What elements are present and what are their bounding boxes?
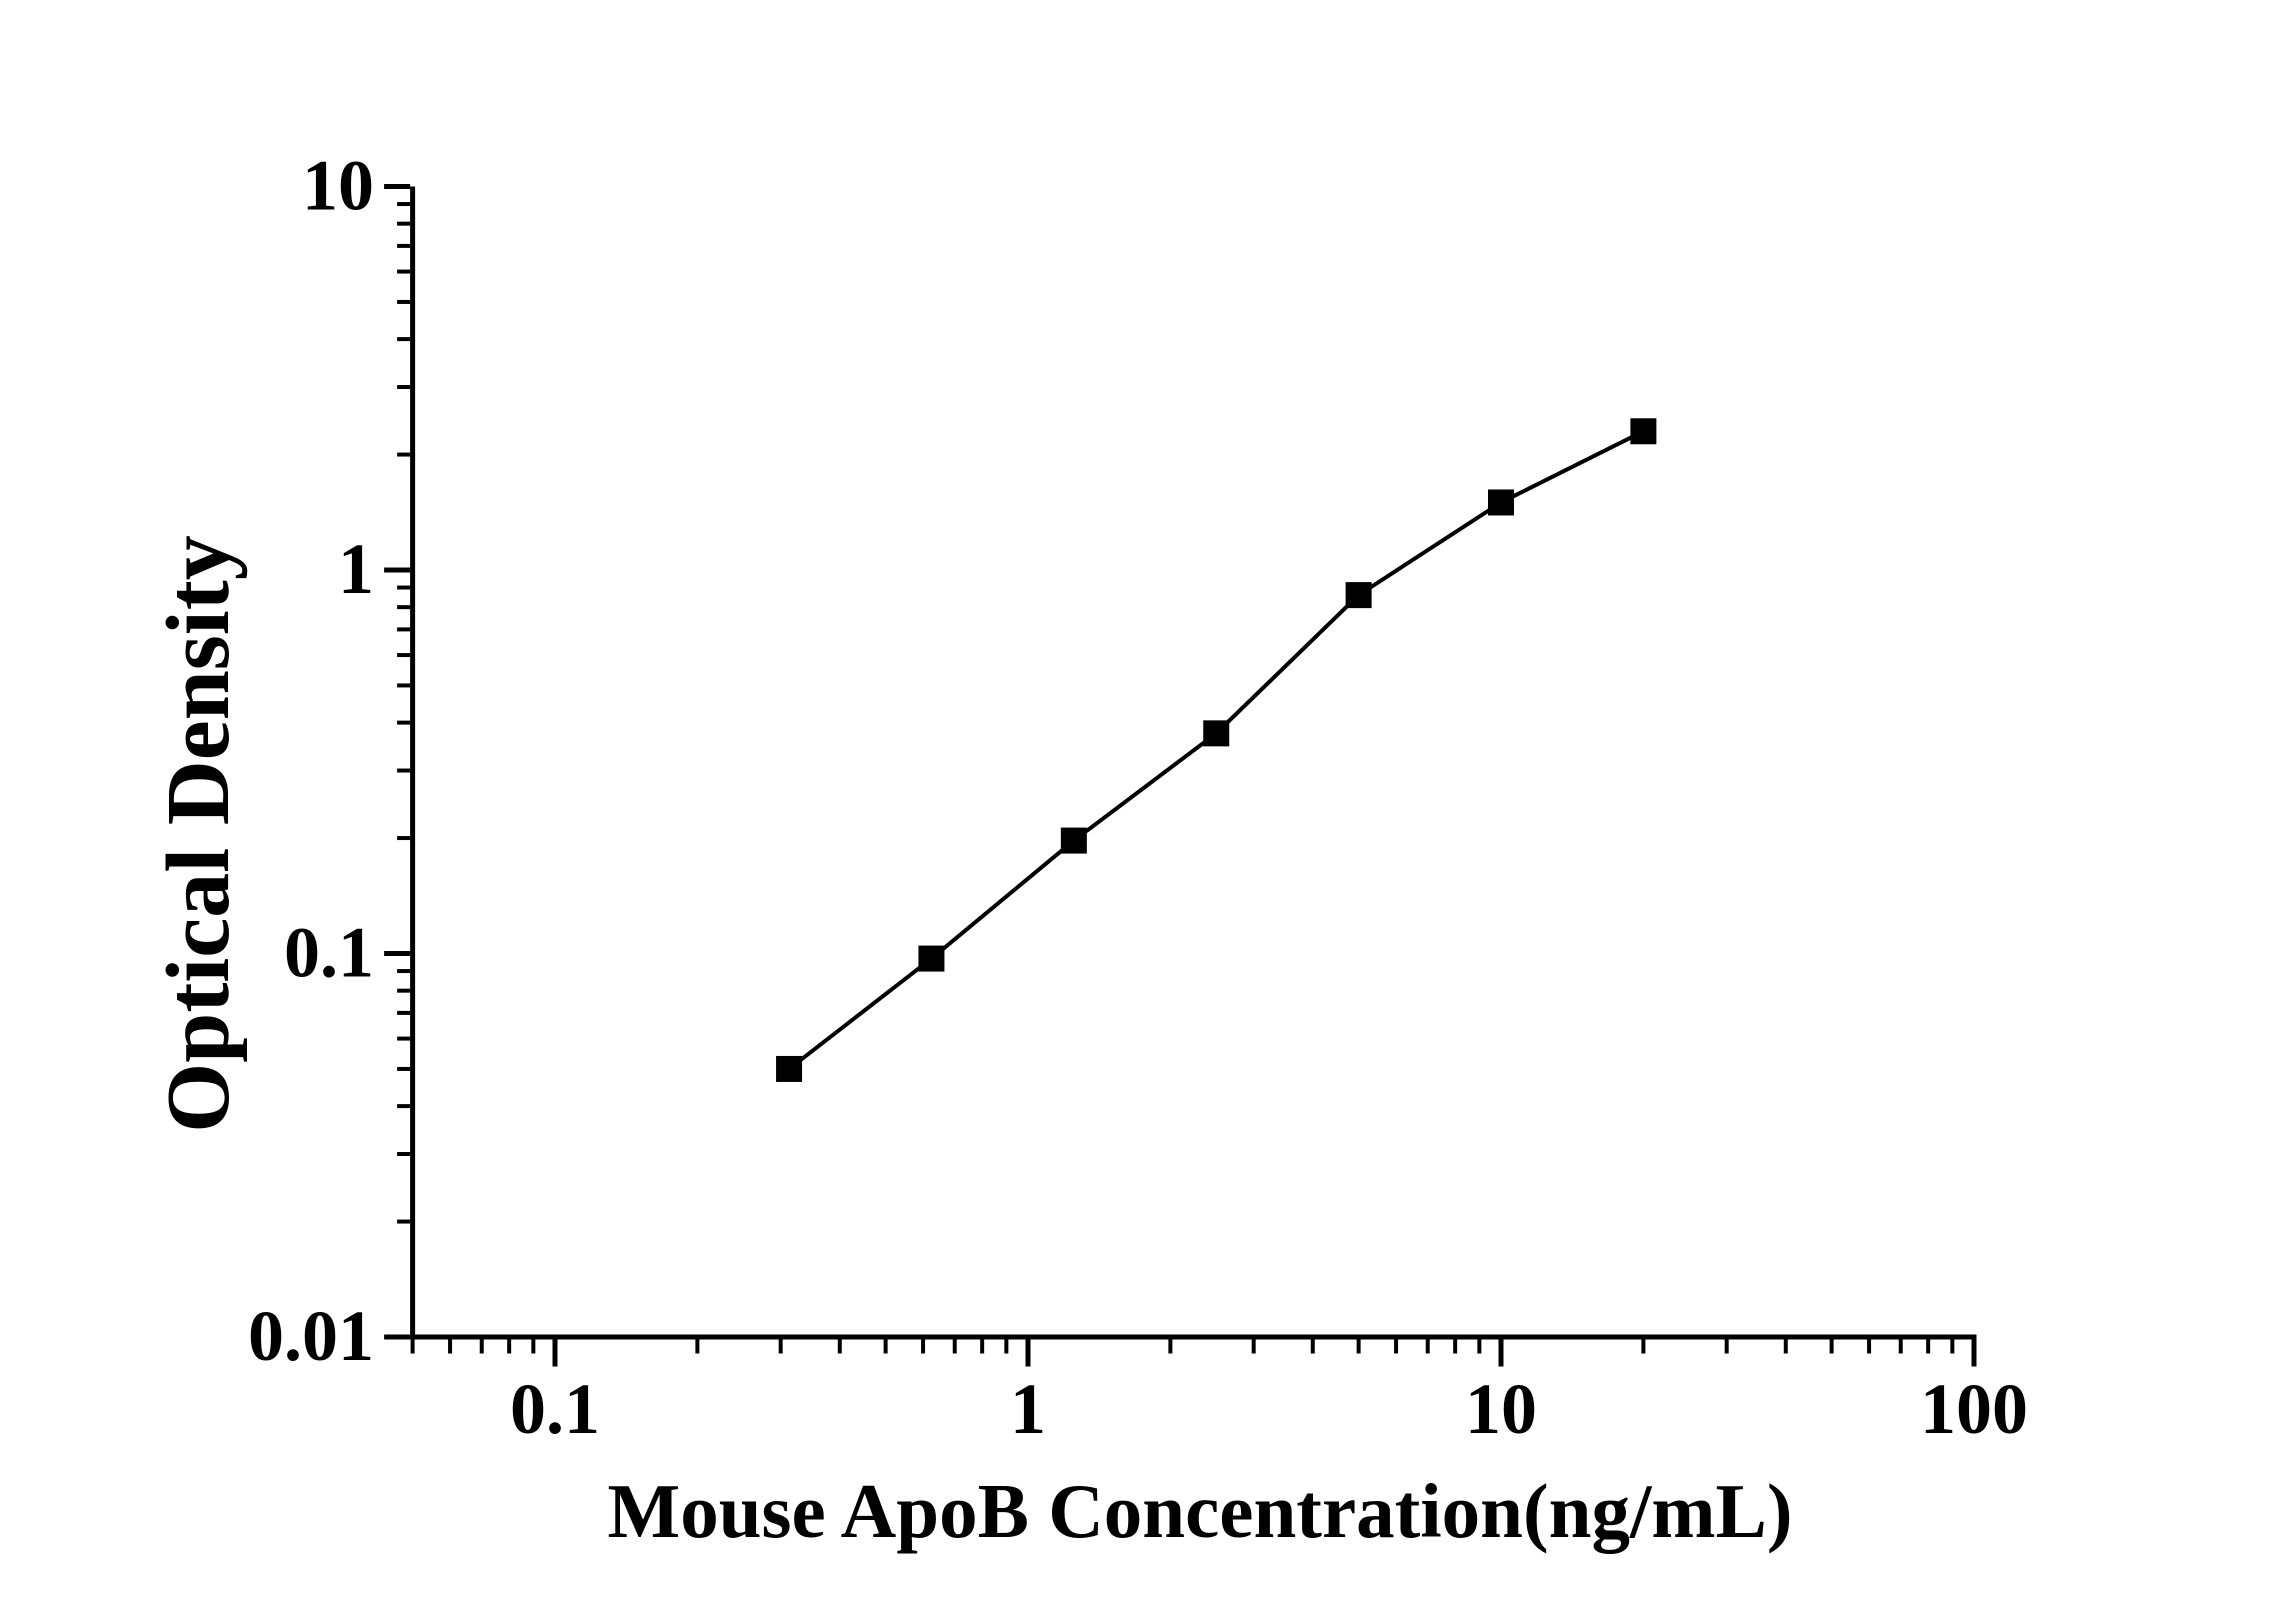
data-point-marker-2 xyxy=(918,945,945,972)
data-point-marker-5 xyxy=(1345,582,1372,609)
x-tick-label-100: 100 xyxy=(1920,1369,2028,1449)
x-tick-label-10: 10 xyxy=(1465,1369,1537,1449)
y-tick-label-0.1: 0.1 xyxy=(284,913,374,993)
tick-labels-layer: 0.1 1 10 100 0.01 0.1 1 10 xyxy=(248,146,2028,1450)
ticks-layer xyxy=(384,184,1977,1367)
axes-layer xyxy=(410,186,1977,1340)
data-point-marker-3 xyxy=(1060,827,1087,854)
data-point-marker-4 xyxy=(1203,720,1230,747)
x-tick-label-1: 1 xyxy=(1010,1369,1046,1449)
y-axis-title: Optical Density xyxy=(149,535,248,1132)
y-tick-label-10: 10 xyxy=(302,146,374,226)
y-tick-label-0.01: 0.01 xyxy=(248,1296,374,1376)
y-tick-label-1: 1 xyxy=(338,529,374,609)
series-layer xyxy=(776,418,1657,1082)
data-point-marker-7 xyxy=(1630,418,1657,445)
x-axis-title: Mouse ApoB Concentration(ng/mL) xyxy=(608,1468,1793,1554)
data-point-marker-6 xyxy=(1488,489,1514,516)
x-tick-label-0.1: 0.1 xyxy=(510,1369,600,1449)
standard-curve-line xyxy=(787,429,1645,1071)
data-point-marker-1 xyxy=(776,1055,803,1082)
